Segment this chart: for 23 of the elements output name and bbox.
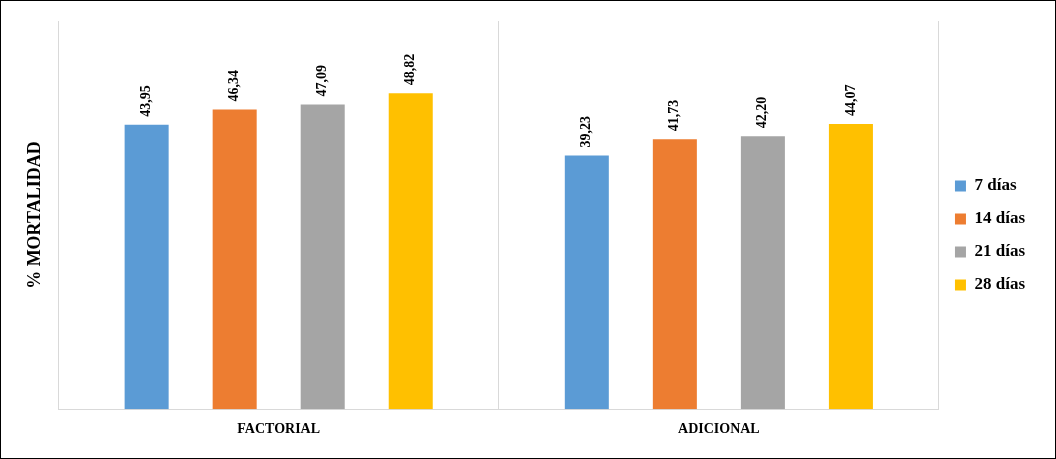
data-label: 42,20 xyxy=(754,96,770,129)
bar xyxy=(388,93,433,410)
bar xyxy=(740,136,785,410)
data-label: 48,82 xyxy=(402,53,418,86)
legend-label: 21 días xyxy=(974,241,1026,261)
bar xyxy=(212,109,257,410)
x-tick-label: ADICIONAL xyxy=(678,421,760,437)
bar xyxy=(652,139,697,410)
legend-label: 14 días xyxy=(974,208,1026,228)
data-label: 46,34 xyxy=(226,69,242,102)
bar xyxy=(828,124,873,410)
legend-label: 7 días xyxy=(974,175,1017,195)
x-tick-label: FACTORIAL xyxy=(237,421,321,437)
bar xyxy=(564,155,609,410)
data-label: 47,09 xyxy=(314,65,330,97)
data-label: 43,95 xyxy=(138,85,154,117)
y-axis-title: % MORTALIDAD xyxy=(24,141,45,289)
data-label: 41,73 xyxy=(666,99,682,132)
bar xyxy=(124,124,169,410)
data-label: 39,23 xyxy=(578,115,594,148)
legend-label: 28 días xyxy=(974,274,1026,294)
data-label: 44,07 xyxy=(842,84,858,117)
bar xyxy=(300,104,345,410)
